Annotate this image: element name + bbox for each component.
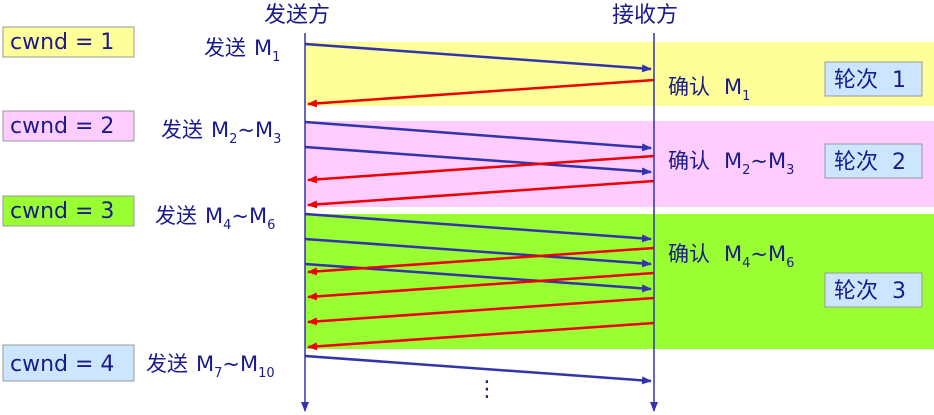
cwnd-box-1: cwnd = 1	[2, 26, 135, 58]
send-label-4: 发送 M7~M10	[146, 352, 275, 381]
send-arrow-m7	[304, 354, 652, 385]
ack-label-3: 确认 M4~M6	[668, 242, 794, 271]
sender-header: 发送方	[264, 3, 330, 28]
receiver-header: 接收方	[612, 3, 678, 28]
svg-text:轮次 2: 轮次 2	[834, 150, 906, 175]
svg-text:cwnd = 3: cwnd = 3	[10, 199, 114, 224]
send-label-2: 发送 M2~M3	[161, 118, 281, 147]
round-box-2: 轮次 2	[824, 143, 923, 179]
cwnd-box-2: cwnd = 2	[2, 110, 135, 142]
round-box-3: 轮次 3	[824, 272, 923, 308]
send-arrow-m5	[304, 237, 652, 268]
svg-text:cwnd = 2: cwnd = 2	[10, 114, 114, 139]
svg-text:轮次 1: 轮次 1	[834, 68, 906, 93]
ack-arrow-m2	[307, 154, 655, 184]
ack-arrow-m3	[307, 179, 655, 209]
ack-arrow-m6	[307, 296, 655, 326]
ack-arrow-m4	[307, 246, 655, 276]
send-label-1: 发送 M1	[204, 36, 280, 65]
svg-text:cwnd = 1: cwnd = 1	[10, 30, 114, 55]
ack-arrow-m1	[307, 78, 655, 108]
ack-arrow-m7	[307, 321, 655, 351]
svg-text:cwnd = 4: cwnd = 4	[10, 352, 114, 377]
cwnd-box-4: cwnd = 4	[2, 344, 135, 382]
cwnd-box-3: cwnd = 3	[2, 195, 135, 227]
round-box-1: 轮次 1	[824, 61, 923, 97]
ack-arrow-m5	[307, 271, 655, 301]
send-arrow-m3	[304, 145, 652, 176]
send-arrow-m4	[304, 212, 652, 243]
send-arrow-m1	[304, 42, 652, 73]
send-arrow-m2	[304, 120, 652, 152]
ack-label-2: 确认 M2~M3	[668, 149, 794, 178]
svg-text:轮次 3: 轮次 3	[834, 279, 906, 304]
continuation-ellipsis: ⋮	[476, 377, 498, 402]
ack-label-1: 确认 M1	[668, 75, 750, 104]
send-label-3: 发送 M4~M6	[155, 204, 275, 233]
